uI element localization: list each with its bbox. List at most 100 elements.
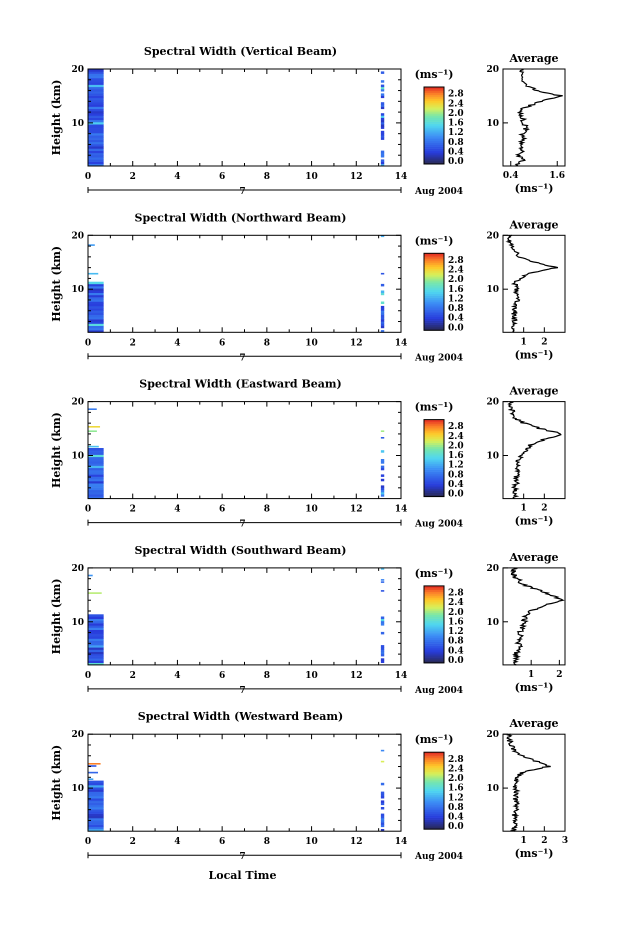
- heatmap-cell: [88, 645, 104, 648]
- heatmap-cell: [88, 465, 104, 469]
- profile-y-tick-label: 10: [486, 451, 499, 461]
- heatmap-cell: [380, 829, 385, 832]
- colorbar-segment: [424, 632, 444, 635]
- colorbar-segment: [424, 655, 444, 658]
- colorbar-segment: [424, 90, 444, 94]
- colorbar-segment: [424, 781, 444, 784]
- x-tick-label: 12: [350, 338, 363, 348]
- heatmap-cell: [88, 91, 104, 94]
- heatmap-cell: [380, 822, 385, 825]
- profile-y-tick-label: 10: [486, 784, 499, 794]
- colorbar-segment: [424, 786, 444, 790]
- colorbar-segment: [424, 438, 444, 442]
- heatmap-cell: [88, 102, 104, 105]
- heatmap-cell: [88, 487, 104, 491]
- heatmap-cell: [88, 308, 104, 311]
- heatmap-cell: [380, 620, 385, 624]
- colorbar-tick-label: 0.8: [448, 803, 464, 813]
- heatmap-cell: [88, 481, 104, 484]
- heatmap-cell: [88, 316, 104, 320]
- colorbar-segment: [424, 775, 444, 778]
- plot-frame: [87, 567, 402, 666]
- colorbar-segment: [424, 821, 444, 824]
- colorbar-segment: [424, 301, 444, 304]
- colorbar-segment: [424, 119, 444, 122]
- colorbar-frame: [423, 252, 445, 331]
- colorbar-segment: [424, 102, 444, 105]
- profile-x-tick-label: 1.6: [549, 171, 565, 181]
- profile-y-tick-label: 10: [486, 285, 499, 295]
- colorbar-segment: [424, 284, 444, 287]
- profile-line: [514, 68, 563, 167]
- heatmap-cell: [380, 117, 385, 121]
- panel-title: Spectral Width (Northward Beam): [135, 211, 347, 224]
- x-tick-label: 2: [130, 671, 136, 681]
- y-tick-label: 20: [71, 564, 84, 574]
- colorbar-segment: [424, 146, 444, 149]
- heatmap-cell: [88, 148, 104, 151]
- plot-frame: [87, 401, 402, 500]
- heatmap-cell: [88, 305, 104, 309]
- heatmap-cell: [88, 126, 104, 129]
- colorbar-segment: [424, 442, 444, 445]
- colorbar-tick-label: 2.0: [448, 275, 464, 285]
- y-axis-label: Height (km): [50, 80, 63, 156]
- heatmap-cell: [380, 824, 385, 828]
- heatmap-cell: [380, 115, 385, 118]
- colorbar-segment: [424, 802, 444, 805]
- colorbar-tick-label: 0.4: [448, 314, 464, 324]
- plot-frame: [87, 733, 402, 832]
- x-tick-label: 4: [174, 671, 180, 681]
- heatmap-cell: [88, 634, 104, 637]
- colorbar-segment: [424, 614, 444, 617]
- heatmap-cell: [380, 161, 385, 165]
- colorbar-segment: [424, 610, 444, 614]
- colorbar-tick-label: 2.8: [448, 90, 464, 100]
- colorbar-segment: [424, 158, 444, 161]
- colorbar-segment: [424, 463, 444, 467]
- colorbar-segment: [424, 322, 444, 325]
- heatmap-cell: [88, 89, 104, 92]
- colorbar-segment: [424, 112, 444, 115]
- colorbar-segment: [424, 817, 444, 820]
- colorbar-segment: [424, 815, 444, 818]
- heatmap-cell: [88, 811, 104, 814]
- colorbar-segment: [424, 494, 444, 497]
- heatmap-cell: [88, 323, 104, 326]
- heatmap-cell: [88, 489, 104, 493]
- colorbar-label: (ms⁻¹): [415, 234, 454, 247]
- heatmap-cell: [88, 128, 104, 132]
- colorbar-tick-label: 2.0: [448, 608, 464, 618]
- colorbar-segment: [424, 458, 444, 461]
- heatmap-cell: [88, 321, 104, 324]
- heatmap-cell: [380, 568, 385, 570]
- colorbar-segment: [424, 264, 444, 268]
- heatmap-cell: [88, 294, 104, 298]
- heatmap-cell: [88, 281, 104, 285]
- colorbar-segment: [424, 259, 444, 262]
- colorbar-tick-label: 0.8: [448, 637, 464, 647]
- date-marker: 7: [239, 187, 245, 197]
- profile-x-label: (ms⁻¹): [515, 348, 554, 361]
- profile-x-tick-label: 1: [521, 337, 527, 347]
- colorbar-tick-label: 2.4: [448, 432, 464, 442]
- colorbar-segment: [424, 162, 444, 165]
- profile-y-tick-label: 20: [486, 730, 499, 740]
- colorbar-segment: [424, 659, 444, 662]
- x-tick-label: 8: [264, 338, 270, 348]
- heatmap-cell: [380, 782, 385, 786]
- heatmap-cell: [88, 793, 104, 797]
- heatmap-cell: [88, 272, 99, 275]
- heatmap-cell: [88, 649, 104, 652]
- colorbar-segment: [424, 798, 444, 801]
- heatmap-cell: [88, 288, 104, 291]
- colorbar-tick-label: 2.4: [448, 598, 464, 608]
- colorbar-segment: [424, 759, 444, 763]
- colorbar-segment: [424, 609, 444, 612]
- colorbar-segment: [424, 809, 444, 813]
- colorbar-segment: [424, 113, 444, 117]
- date-label: Aug 2004: [414, 187, 463, 197]
- colorbar-segment: [424, 653, 444, 656]
- heatmap-cell: [88, 824, 104, 828]
- colorbar-segment: [424, 757, 444, 761]
